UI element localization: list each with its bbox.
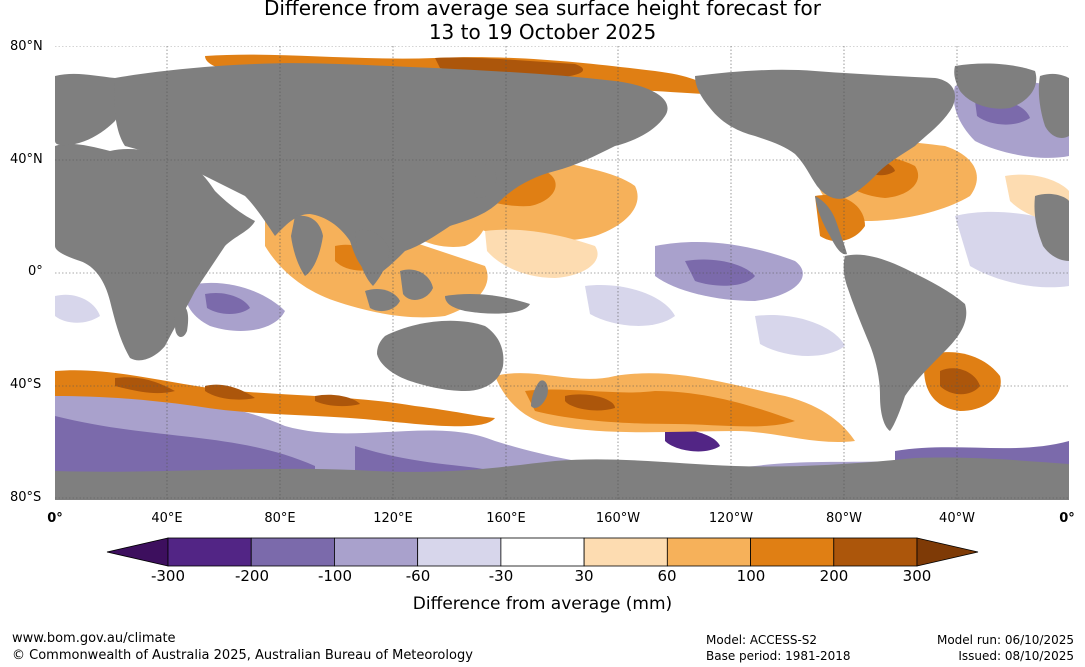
legend-tick: 100 [736, 567, 766, 585]
colorbar-swatch [250, 537, 335, 567]
colorbar-swatch-min-extend [106, 537, 169, 567]
new-guinea [445, 293, 530, 314]
lon-label-40e: 40°E [151, 511, 183, 526]
legend-tick: -30 [488, 567, 514, 585]
land-masses [55, 63, 1069, 500]
lat-label-80n: 80°N [10, 39, 43, 54]
footer-model: Model: ACCESS-S2 [706, 633, 818, 647]
colorbar-legend [105, 536, 980, 576]
sea-surface-height-map [55, 45, 1069, 500]
legend-tick: 300 [902, 567, 932, 585]
lon-label-120w: 120°W [708, 511, 754, 526]
lat-label-equator: 0° [28, 264, 43, 279]
south-america [843, 254, 967, 431]
eurasia [114, 63, 668, 276]
north-america [695, 69, 955, 199]
dark-purple-patch-south-pacific [665, 429, 720, 452]
footer-base-period: Base period: 1981-2018 [706, 649, 851, 663]
tropical-pacific-pale-orange [485, 229, 598, 278]
lon-label-120e: 120°E [373, 511, 413, 526]
colorbar-swatch [750, 537, 835, 567]
lon-label-0-right: 0° [1059, 511, 1075, 526]
colorbar-svg [106, 537, 979, 567]
legend-tick: 30 [574, 567, 594, 585]
central-america [815, 196, 847, 255]
lon-label-80w: 80°W [826, 511, 862, 526]
lon-label-40w: 40°W [939, 511, 975, 526]
map-title-line1: Difference from average sea surface heig… [263, 0, 822, 20]
circumpolar-dark-orange-1 [115, 377, 175, 394]
central-pacific-pale-purple [585, 285, 675, 326]
new-zealand [531, 380, 548, 408]
colorbar-swatch [417, 537, 502, 567]
atlantic-south-pale-purple [55, 294, 100, 323]
south-atlantic-dark-orange [940, 368, 980, 395]
legend-tick: -200 [234, 567, 270, 585]
south-pacific-dark-orange [565, 394, 615, 411]
map-svg [55, 45, 1069, 500]
europe [55, 73, 125, 146]
colorbar-swatch [334, 537, 419, 567]
map-title: Difference from average sea surface heig… [0, 0, 1085, 44]
lat-label-40n: 40°N [10, 152, 43, 167]
footer-copyright: © Commonwealth of Australia 2025, Austra… [12, 648, 473, 663]
southeast-pacific-pale-purple [755, 315, 845, 356]
europe-wrap [1038, 73, 1069, 138]
west-africa-wrap [1034, 193, 1069, 261]
legend-tick: -300 [150, 567, 186, 585]
colorbar-swatch-max-extend [916, 537, 979, 567]
footer-url: www.bom.gov.au/climate [12, 631, 176, 646]
japan [474, 164, 497, 198]
circumpolar-dark-orange-2 [205, 384, 255, 400]
legend-tick: -60 [405, 567, 431, 585]
gridlines [55, 45, 1069, 500]
footer-model-run: Model run: 06/10/2025 [936, 633, 1074, 647]
legend-tick: 60 [657, 567, 677, 585]
footer-issued: Issued: 08/10/2025 [958, 649, 1074, 663]
borneo [400, 269, 433, 300]
lon-label-0-left: 0° [47, 511, 63, 526]
east-pacific-mid-purple [685, 259, 755, 286]
colorbar-swatch [833, 537, 918, 567]
legend-tick: -100 [317, 567, 353, 585]
lon-label-160w: 160°W [595, 511, 641, 526]
india [291, 215, 323, 276]
colorbar-swatch [666, 537, 751, 567]
legend-title: Difference from average (mm) [412, 594, 673, 614]
colorbar-swatch [500, 537, 585, 567]
colorbar-swatch [167, 537, 252, 567]
legend-tick: 200 [819, 567, 849, 585]
africa [55, 143, 255, 361]
madagascar [174, 305, 189, 338]
colorbar-swatch [583, 537, 668, 567]
lat-label-80s: 80°S [10, 490, 42, 505]
lon-label-80e: 80°E [264, 511, 296, 526]
antarctica [55, 457, 1069, 500]
circumpolar-orange-indian [55, 370, 495, 427]
australia [377, 320, 504, 391]
lat-label-40s: 40°S [10, 377, 42, 392]
sumatra [365, 289, 400, 312]
indian-ocean-mid-purple [205, 292, 250, 314]
map-title-line2: 13 to 19 October 2025 [428, 20, 657, 44]
lon-label-160e: 160°E [486, 511, 526, 526]
greenland [954, 63, 1037, 109]
indochina [355, 229, 390, 286]
circumpolar-dark-orange-3 [315, 394, 360, 407]
